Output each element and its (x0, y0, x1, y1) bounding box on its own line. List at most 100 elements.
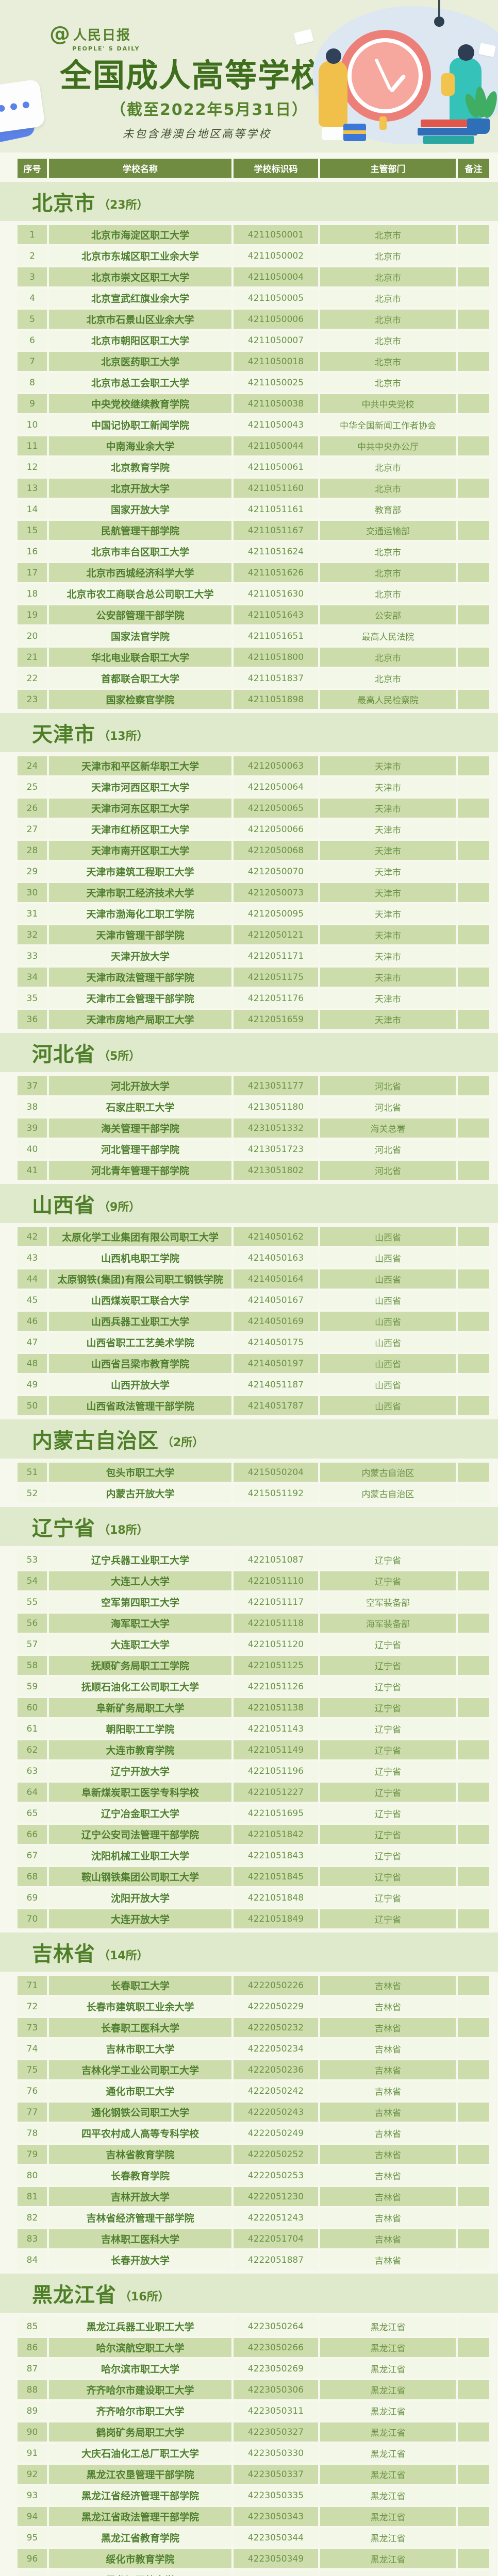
table-row: 97黑龙江开放大学4223051244黑龙江省 (18, 2570, 489, 2576)
supervising-department: 天津市 (320, 946, 456, 965)
supervising-department: 吉林省 (320, 2018, 456, 2037)
table-row: 13 北京开放大学 4211051160 北京市 (18, 479, 489, 498)
school-name: 哈尔滨航空职工大学 (49, 2338, 231, 2357)
table-row: 43 山西机电职工学院 4214050163 山西省 (18, 1248, 489, 1267)
table-row: 79 吉林省教育学院 4222050252 吉林省 (18, 2145, 489, 2164)
school-name: 吉林市职工大学 (49, 2039, 231, 2058)
remark (458, 1484, 489, 1503)
section-header-0: 北京市 （23所） (0, 182, 498, 221)
school-code: 4221051118 (234, 1614, 318, 1633)
supervising-department: 黑龙江省 (320, 2359, 456, 2378)
school-name: 黑龙江农垦管理干部学院 (49, 2465, 231, 2484)
table-row: 16 北京市丰台区职工大学 4211051624 北京市 (18, 542, 489, 561)
supervising-department: 吉林省 (320, 2145, 456, 2164)
table-row: 72 长春市建筑职工业余大学 4222050229 吉林省 (18, 1997, 489, 2016)
supervising-department: 内蒙古自治区 (320, 1463, 456, 1482)
school-name: 天津开放大学 (49, 946, 231, 965)
row-index: 63 (18, 1761, 47, 1781)
row-index: 62 (18, 1740, 47, 1759)
logo-brand-text: 人民日报 (73, 27, 131, 43)
remark (458, 2486, 489, 2505)
table-row: 28 天津市南开区职工大学 4212050068 天津市 (18, 841, 489, 860)
remark (458, 2338, 489, 2357)
supervising-department: 教育部 (320, 500, 456, 519)
school-name: 公安部管理干部学院 (49, 605, 231, 624)
column-header-3: 主管部门 (320, 159, 456, 178)
table-row: 75 吉林化学工业公司职工大学 4222050236 吉林省 (18, 2060, 489, 2079)
supervising-department: 天津市 (320, 799, 456, 818)
lamp-bulb-icon (434, 16, 444, 27)
table-row: 33 天津开放大学 4212051171 天津市 (18, 946, 489, 965)
supervising-department: 海军装备部 (320, 1614, 456, 1633)
row-index: 28 (18, 841, 47, 860)
school-code: 4231051332 (234, 1118, 318, 1138)
remark (458, 2229, 489, 2248)
row-index: 95 (18, 2528, 47, 2547)
table-row: 14 国家开放大学 4211051161 教育部 (18, 500, 489, 519)
school-code: 4221051120 (234, 1635, 318, 1654)
supervising-department: 黑龙江省 (320, 2401, 456, 2420)
school-name: 首都联合职工大学 (49, 669, 231, 688)
school-code: 4211051161 (234, 500, 318, 519)
table-row: 42 太原化学工业集团有限公司职工大学 4214050162 山西省 (18, 1227, 489, 1246)
section-school-count: （14所） (98, 1950, 148, 1962)
row-index: 56 (18, 1614, 47, 1633)
school-code: 4212050068 (234, 841, 318, 860)
supervising-department: 黑龙江省 (320, 2465, 456, 2484)
row-index: 85 (18, 2317, 47, 2336)
school-code: 4213051723 (234, 1140, 318, 1159)
row-index: 64 (18, 1783, 47, 1802)
school-name: 鞍山钢铁集团公司职工大学 (49, 1867, 231, 1886)
column-header-0: 序号 (18, 159, 47, 178)
school-code: 4222050249 (234, 2124, 318, 2143)
school-name: 天津市和平区新华职工大学 (49, 756, 231, 775)
gift-box-icon (343, 124, 366, 141)
table-row: 8 北京市总工会职工大学 4211050025 北京市 (18, 373, 489, 392)
table-row: 77 通化钢铁公司职工大学 4222050243 吉林省 (18, 2103, 489, 2122)
table-row: 32 天津市管理干部学院 4212050121 天津市 (18, 925, 489, 944)
supervising-department: 河北省 (320, 1140, 456, 1159)
school-code: 4211051651 (234, 626, 318, 646)
table-row: 83 吉林职工医科大学 4222051704 吉林省 (18, 2229, 489, 2248)
school-name: 黑龙江省教育学院 (49, 2528, 231, 2547)
supervising-department: 公安部 (320, 605, 456, 624)
school-name: 华北电业联合职工大学 (49, 648, 231, 667)
person-figure-left (319, 48, 347, 140)
supervising-department: 最高人民检察院 (320, 690, 456, 709)
school-code: 4211050004 (234, 267, 318, 286)
school-name: 沈阳开放大学 (49, 1888, 231, 1907)
school-code: 4222051704 (234, 2229, 318, 2248)
person-head-icon (458, 44, 474, 61)
remark (458, 584, 489, 603)
supervising-department: 北京市 (320, 267, 456, 286)
remark (458, 500, 489, 519)
chat-bubble-icon (0, 79, 45, 133)
row-index: 77 (18, 2103, 47, 2122)
school-code: 4214050169 (234, 1312, 318, 1331)
row-index: 69 (18, 1888, 47, 1907)
school-name: 吉林开放大学 (49, 2187, 231, 2206)
school-code: 4211050044 (234, 436, 318, 455)
school-name: 齐齐哈尔市职工大学 (49, 2401, 231, 2420)
school-code: 4222050226 (234, 1976, 318, 1995)
paper-icon (293, 29, 314, 45)
remark (458, 1825, 489, 1844)
bubble-dot-icon (22, 101, 30, 109)
table-row: 50 山西省政法管理干部学院 4214051787 山西省 (18, 1396, 489, 1415)
remark (458, 331, 489, 350)
table-row: 70 大连开放大学 4221051849 辽宁省 (18, 1909, 489, 1928)
supervising-department: 天津市 (320, 820, 456, 839)
supervising-department: 中共中央办公厅 (320, 436, 456, 455)
remark (458, 1463, 489, 1482)
remark (458, 1804, 489, 1823)
row-index: 48 (18, 1354, 47, 1373)
row-index: 86 (18, 2338, 47, 2357)
table-row: 19 公安部管理干部学院 4211051643 公安部 (18, 605, 489, 624)
row-index: 16 (18, 542, 47, 561)
table-row: 36 天津市房地产局职工大学 4212051659 天津市 (18, 1010, 489, 1029)
school-name: 大庆石油化工总厂职工大学 (49, 2444, 231, 2463)
row-index: 37 (18, 1076, 47, 1095)
row-index: 57 (18, 1635, 47, 1654)
table-row: 3 北京市崇文区职工大学 4211050004 北京市 (18, 267, 489, 286)
table-row: 76 通化市职工大学 4222050242 吉林省 (18, 2081, 489, 2100)
